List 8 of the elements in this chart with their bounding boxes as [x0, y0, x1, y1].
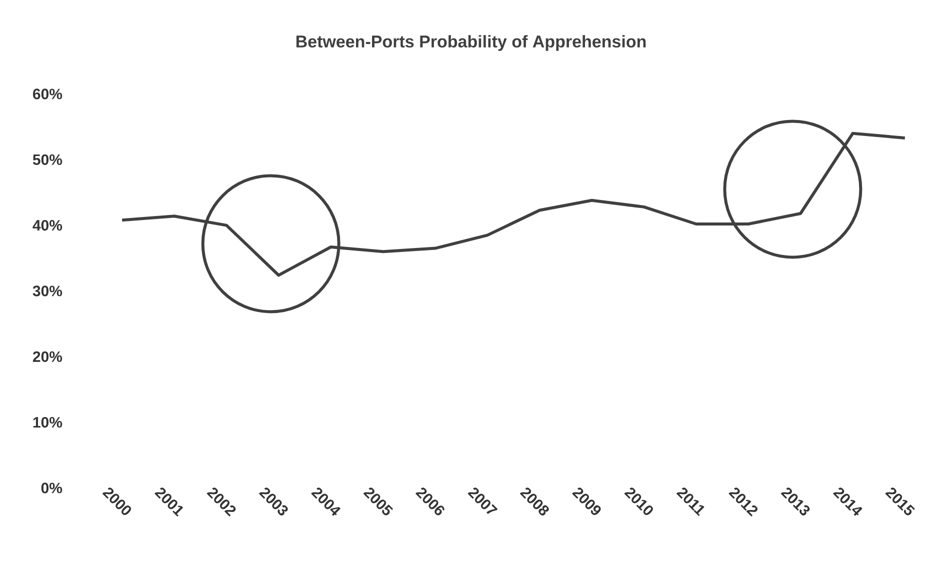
y-tick-label: 20%: [32, 351, 62, 362]
y-tick-label: 50%: [32, 154, 62, 165]
chart-title: Between-Ports Probability of Apprehension: [296, 35, 646, 51]
y-tick-label: 60%: [33, 88, 62, 100]
y-tick-label: 30%: [32, 286, 62, 296]
y-tick-label: 40%: [32, 220, 62, 231]
y-tick-label: 10%: [33, 417, 62, 428]
y-tick-label: 0%: [41, 482, 62, 494]
